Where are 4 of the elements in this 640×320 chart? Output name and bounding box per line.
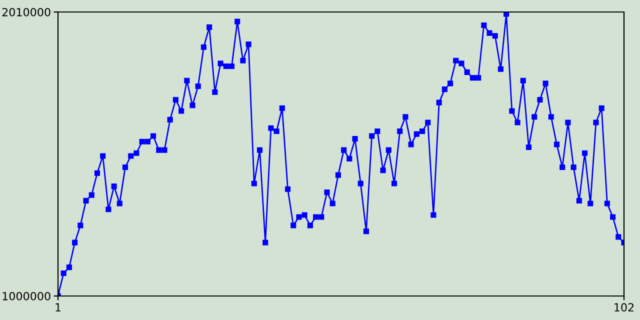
x-tick-label: 1 <box>56 303 61 312</box>
y-tick-label: 2010000 <box>2 8 50 16</box>
y-tick-label: 1000000 <box>2 292 50 300</box>
x-tick-label: 102 <box>614 303 634 312</box>
